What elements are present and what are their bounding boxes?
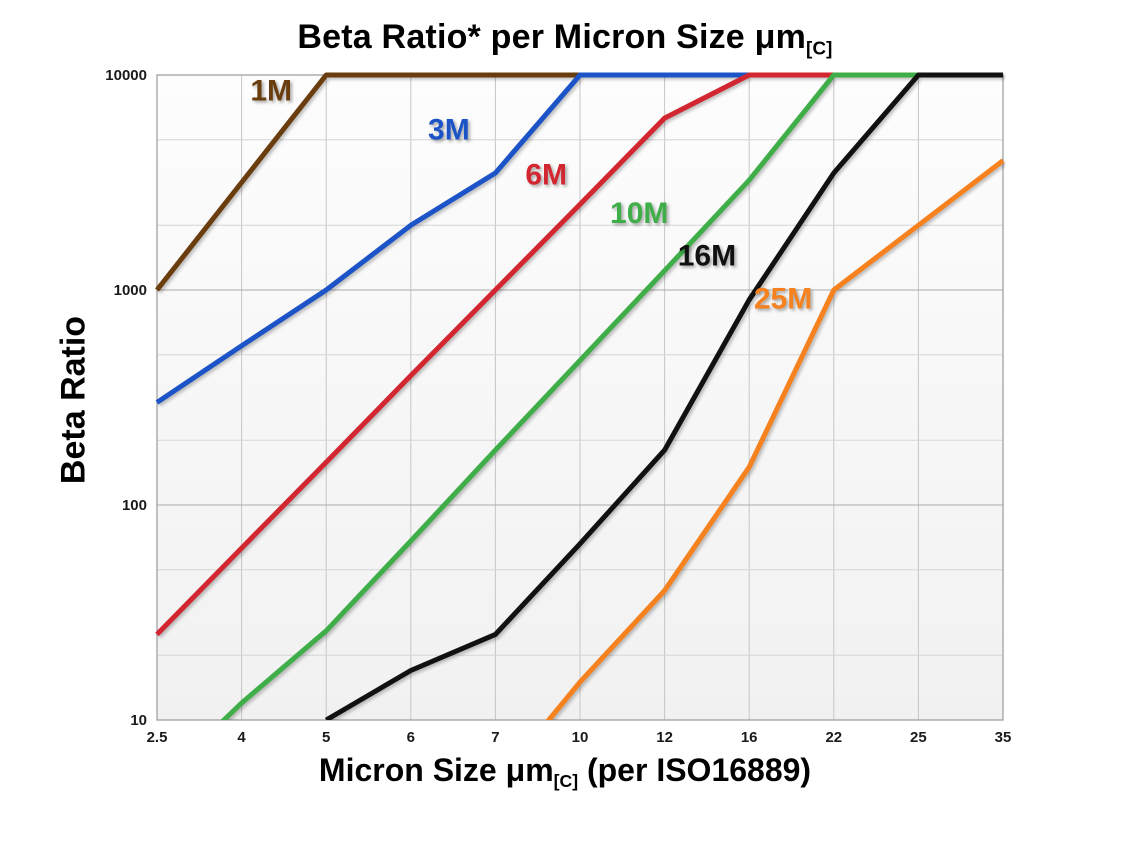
x-tick-label: 12 — [656, 729, 673, 746]
x-tick-label: 6 — [407, 729, 415, 746]
series-line-16M — [324, 72, 1003, 720]
series-label-3M: 3M — [428, 114, 470, 147]
y-tick-label: 10000 — [105, 67, 147, 84]
y-tick-label: 10 — [130, 712, 147, 729]
series-labels: 1M 3M 6M 10M 16M 25M — [250, 75, 812, 316]
x-axis-label-subscript: [C] — [553, 771, 579, 792]
x-axis-label-suffix: (per ISO16889) — [578, 752, 812, 788]
chart-title: Beta Ratio* per Micron Size μm[C] — [0, 18, 1130, 60]
x-tick-label: 4 — [237, 729, 246, 746]
series-label-16M: 16M — [678, 240, 736, 273]
series-label-25M: 25M — [754, 283, 812, 316]
chart-title-main: Beta Ratio* per Micron Size μm — [297, 18, 807, 56]
series-lines — [155, 72, 1005, 720]
series-line-25M — [545, 158, 1005, 720]
x-axis-label-main: Micron Size μm — [318, 752, 554, 788]
x-tick-label: 16 — [741, 729, 758, 746]
x-tick-label: 35 — [995, 729, 1012, 746]
x-axis-label: Micron Size μm[C] (per ISO16889) — [0, 752, 1130, 792]
x-tick-label: 2.5 — [147, 729, 168, 746]
x-tick-label: 7 — [491, 729, 499, 746]
x-tick-label: 22 — [825, 729, 842, 746]
chart-title-subscript: [C] — [806, 37, 833, 59]
x-tick-label: 5 — [322, 729, 330, 746]
y-tick-label: 100 — [122, 497, 147, 514]
series-label-6M: 6M — [525, 158, 567, 191]
series-label-1M: 1M — [250, 75, 292, 108]
x-tick-label: 25 — [910, 729, 927, 746]
series-label-10M: 10M — [610, 197, 668, 230]
x-tick-label: 10 — [572, 729, 589, 746]
series-line-10M — [220, 72, 1003, 720]
y-tick-label: 1000 — [114, 282, 147, 299]
